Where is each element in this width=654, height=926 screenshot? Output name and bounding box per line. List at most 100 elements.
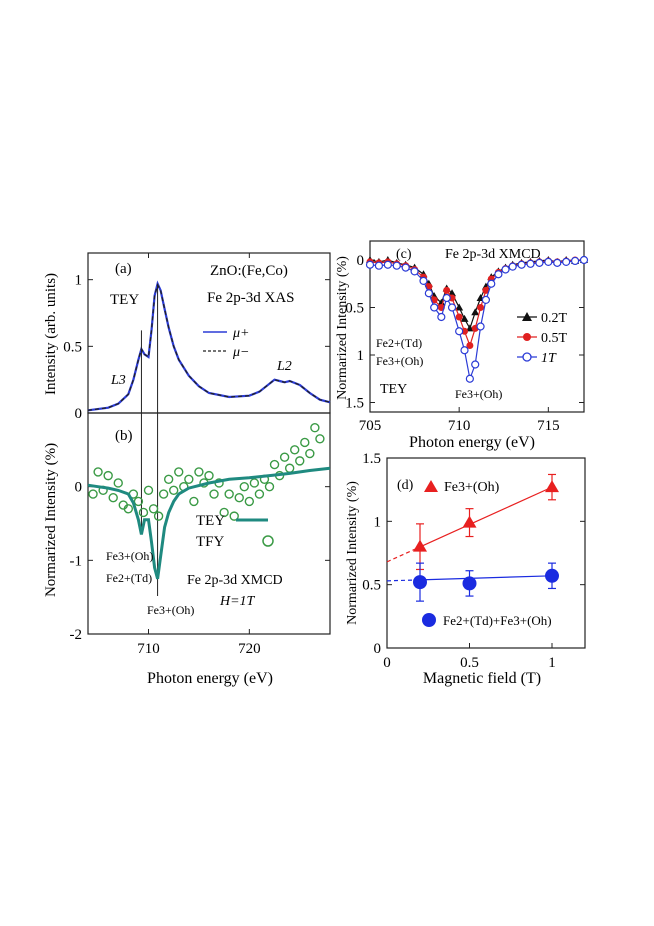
point-1T	[419, 276, 428, 285]
tfy-point	[138, 507, 149, 518]
legend-05t-marker	[523, 333, 531, 341]
panel-c-xlabel: Photon energy (eV)	[409, 434, 535, 451]
tfy-point	[133, 496, 144, 507]
panel-d-ytick-label: 1	[374, 514, 382, 530]
point-1T	[544, 257, 553, 266]
legend-fe3-marker	[424, 480, 438, 492]
legend-fe-mix-marker	[422, 613, 436, 627]
panel-d-ytick-label: 1.5	[362, 451, 381, 467]
l2-label: L2	[276, 359, 292, 374]
tfy-point	[204, 470, 214, 481]
point-1T	[374, 261, 384, 270]
panel-d-frame	[386, 457, 586, 649]
point-1T	[455, 327, 464, 336]
legend-tfy-marker	[262, 535, 274, 547]
panel-c-ytick-label: 1	[357, 348, 365, 364]
tfy-point	[300, 437, 310, 448]
tfy-point	[113, 478, 123, 488]
tfy-point	[310, 423, 320, 433]
panel-b-ytick-label: -1	[70, 553, 83, 569]
panel-b-xlabel: Photon energy (eV)	[147, 670, 273, 687]
tfy-point	[284, 463, 295, 473]
legend-fe3: Fe3+(Oh)	[444, 480, 500, 495]
panel-a-label: (a)	[115, 261, 132, 277]
point-1T	[501, 265, 510, 274]
point-1T	[476, 322, 485, 331]
tfy-point	[158, 489, 169, 499]
point-1T	[365, 260, 375, 269]
point-0.2T	[460, 314, 469, 322]
point-1T	[517, 260, 526, 269]
point-1T	[579, 255, 589, 265]
panel-c-xtick-label: 705	[359, 418, 382, 434]
panel-b-field: H=1T	[219, 594, 256, 609]
l3-label: L3	[110, 373, 126, 388]
panel-b-ylabel: Normarized Intensity (%)	[43, 443, 59, 597]
tfy-point	[279, 452, 290, 462]
legend-tey: TEY	[196, 513, 225, 529]
point-0.2T	[471, 308, 480, 316]
tfy-point	[88, 489, 98, 499]
panel-c-ytick-label: 0.5	[345, 301, 364, 317]
panel-b-xtick-label: 720	[238, 641, 261, 657]
tfy-point	[295, 456, 305, 466]
panel-d-label: (d)	[397, 478, 414, 493]
legend-02t-marker	[522, 312, 532, 321]
panel-d: 0 0.5 1 1.5 0 0.5 1	[362, 451, 585, 671]
point-fe-mix	[545, 568, 559, 583]
panel-a-frame	[87, 252, 331, 414]
panel-c-fe3-oh-a: Fe3+(Oh)	[376, 354, 423, 368]
panel-d-xtick-label: 0	[383, 655, 391, 671]
panel-c-ylabel: Normarized Intensity (%)	[335, 256, 350, 400]
panel-c-xtick-label: 715	[537, 418, 560, 434]
panel-c-mode: TEY	[380, 382, 407, 397]
panel-a-title: Fe 2p-3d XAS	[207, 290, 295, 306]
tfy-point	[189, 496, 199, 507]
tfy-point	[103, 470, 113, 481]
point-fe3-oh	[413, 539, 427, 552]
tfy-point	[93, 467, 103, 477]
point-0.2T	[465, 324, 474, 332]
point-1T	[526, 259, 535, 268]
panel-b-title: Fe 2p-3d XMCD	[187, 573, 283, 588]
panel-c-fe3-oh-b: Fe3+(Oh)	[455, 387, 502, 401]
panel-d-ytick-label: 0.5	[362, 578, 381, 594]
panel-c-label: (c)	[396, 247, 412, 262]
panel-d-xlabel: Magnetic field (T)	[423, 670, 541, 687]
tfy-point	[229, 511, 239, 521]
tfy-point	[234, 493, 244, 503]
point-1T	[447, 303, 457, 312]
point-1T	[465, 374, 474, 383]
panel-d-ytick-label: 0	[374, 641, 382, 657]
point-1T	[481, 295, 491, 304]
tfy-point	[174, 467, 184, 477]
point-fe-mix	[462, 576, 477, 591]
panel-a-sample: ZnO:(Fe,Co)	[210, 263, 288, 279]
legend-02t: 0.2T	[541, 311, 568, 326]
tfy-point	[290, 445, 300, 455]
tfy-point	[123, 504, 134, 514]
point-fe3-oh	[545, 480, 559, 493]
point-1T	[437, 312, 446, 322]
legend-1t-marker	[522, 352, 532, 362]
panel-a: 00.51	[63, 253, 331, 596]
tfy-point	[209, 489, 219, 499]
panel-c: 0 0.5 1 1.5 705 710 715	[345, 253, 589, 434]
tfy-point	[148, 504, 159, 514]
panel-b-fe2-td: Fe2+(Td)	[106, 571, 152, 585]
tfy-point	[269, 459, 280, 470]
panel-c-ytick-label: 1.5	[345, 396, 364, 412]
point-1T	[392, 261, 401, 270]
point-1T	[410, 267, 419, 276]
tfy-point	[219, 507, 229, 518]
panel-c-title: Fe 2p-3d XMCD	[445, 247, 541, 262]
series-mu-minus	[87, 283, 331, 411]
fit-extrapolation-1	[386, 579, 421, 582]
tfy-point	[264, 481, 275, 492]
tey-series	[87, 466, 331, 580]
point-1T	[508, 262, 517, 271]
tfy-point	[143, 485, 154, 496]
point-0.5T	[455, 313, 463, 321]
panel-a-ytick-label: 0	[75, 406, 83, 422]
